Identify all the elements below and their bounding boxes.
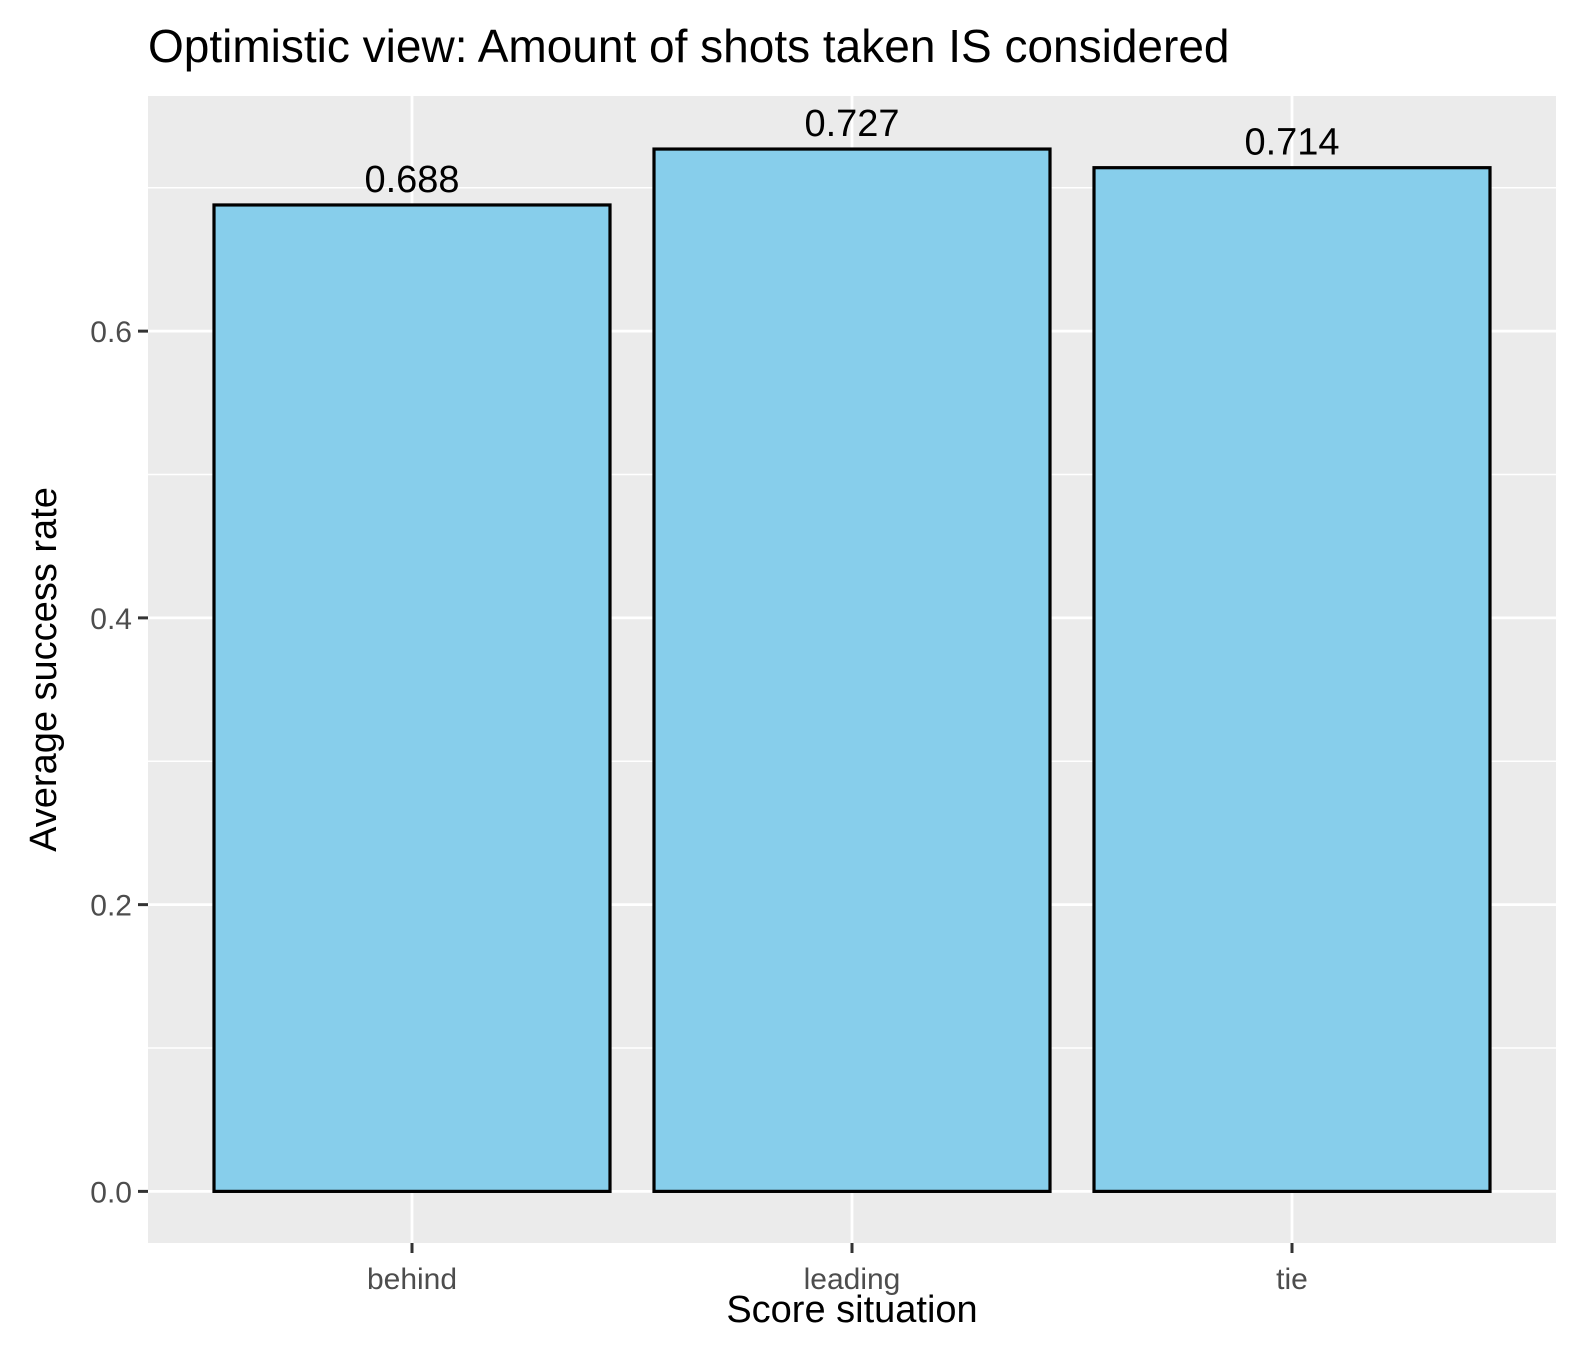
y-tick-label: 0.2 [90,890,132,923]
bar-leading [652,147,1052,1193]
x-tick-label-behind: behind [367,1263,457,1296]
y-tick-label: 0.0 [90,1176,132,1209]
x-axis-title: Score situation [726,1289,977,1331]
y-tick-label: 0.6 [90,316,132,349]
x-tick-label-tie: tie [1276,1263,1308,1296]
bar-value-label-behind: 0.688 [364,159,459,201]
y-axis-title: Average success rate [23,487,65,852]
bar-series [212,147,1492,1193]
chart-title: Optimistic view: Amount of shots taken I… [148,20,1230,72]
bar-behind [212,203,612,1193]
x-tick-label-leading: leading [804,1263,901,1296]
y-axis: 0.0 0.2 0.4 0.6 [90,316,148,1209]
bar-tie [1092,166,1492,1193]
x-axis: behind leading tie [367,1243,1308,1296]
bar-value-label-tie: 0.714 [1244,122,1339,164]
y-tick-label: 0.4 [90,603,132,636]
bar-value-label-leading: 0.727 [804,103,899,145]
bar-value-labels: 0.688 0.727 0.714 [364,103,1339,201]
